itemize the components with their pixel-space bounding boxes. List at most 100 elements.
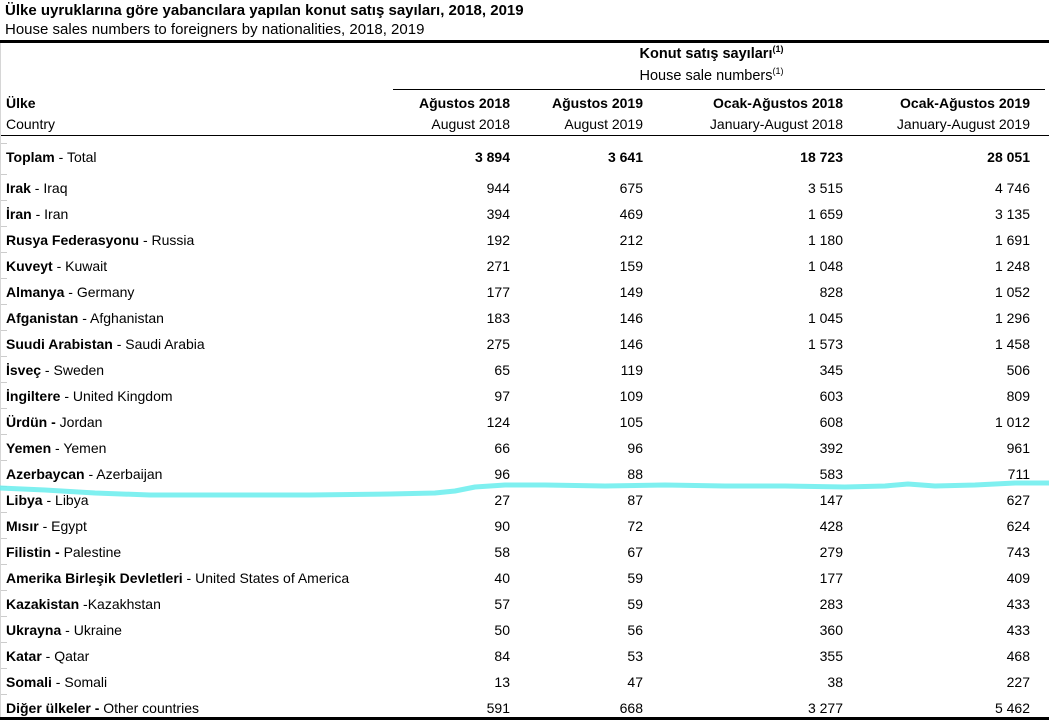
- country-name-tr: Rusya Federasyonu: [6, 232, 140, 248]
- group-header-en-text: House sale numbers: [639, 68, 773, 84]
- value-cell-jan-aug-2018: 177: [819, 570, 843, 586]
- table-row: Ürdün - Jordan 124 105 608 1 012: [0, 408, 1049, 435]
- country-name-en: Afghanistan: [90, 310, 164, 326]
- value-cell-jan-aug-2018: 283: [819, 596, 843, 612]
- country-name-tr: Yemen: [6, 440, 52, 456]
- value-cell-jan-aug-2019: 433: [1006, 622, 1030, 638]
- country-cell: İngiltere - United Kingdom: [0, 383, 393, 409]
- footnote-marker: (1): [772, 44, 784, 55]
- country-name-tr: Irak: [6, 180, 31, 196]
- value-cell-aug-2018: 84: [494, 648, 510, 664]
- column-header-tr: Ağustos 2018: [418, 95, 510, 111]
- value-cell-jan-aug-2019: 506: [1006, 362, 1030, 378]
- separator: -: [41, 362, 54, 378]
- table-row: Irak - Iraq 944 675 3 515 4 746: [0, 174, 1049, 201]
- value-cell-aug-2019: 67: [627, 544, 643, 560]
- country-name-en: Somali: [64, 674, 108, 690]
- country-cell: Rusya Federasyonu - Russia: [0, 227, 393, 253]
- country-name-tr: Kazakistan: [6, 596, 80, 612]
- value-cell-aug-2019: 88: [627, 466, 643, 482]
- country-cell: Mısır - Egypt: [0, 513, 393, 539]
- column-header-tr: Ağustos 2019: [551, 95, 643, 111]
- country-name-tr: Mısır: [6, 518, 39, 534]
- value-cell-aug-2018: 394: [486, 206, 510, 222]
- value-cell-jan-aug-2019: 1 296: [994, 310, 1030, 326]
- country-cell: Amerika Birleşik Devletleri - United Sta…: [0, 565, 393, 591]
- column-header-tr: Ocak-Ağustos 2018: [713, 95, 843, 111]
- table-row: İngiltere - United Kingdom 97 109 603 80…: [0, 382, 1049, 409]
- country-name-tr: Ürdün -: [6, 414, 56, 430]
- separator: -: [60, 388, 73, 404]
- country-cell: Filistin - Palestine: [0, 539, 393, 565]
- value-cell-jan-aug-2018: 355: [819, 648, 843, 664]
- value-cell-aug-2018: 124: [486, 414, 510, 430]
- separator: -: [31, 206, 45, 222]
- country-cell: Katar - Qatar: [0, 643, 393, 669]
- country-header-tr: Ülke: [6, 95, 36, 111]
- country-name-en: Azerbaijan: [96, 466, 163, 482]
- value-cell-aug-2019: 59: [627, 596, 643, 612]
- country-name-tr: Azerbaycan: [6, 466, 85, 482]
- country-name-tr: Katar: [6, 648, 42, 664]
- value-cell-aug-2018: 97: [494, 388, 510, 404]
- column-header-country: Ülke Country: [0, 93, 393, 135]
- table-row: Rusya Federasyonu - Russia 192 212 1 180…: [0, 226, 1049, 253]
- value-cell-aug-2018: 177: [486, 284, 510, 300]
- country-cell: Libya - Libya: [0, 487, 393, 513]
- value-cell-jan-aug-2018: 583: [819, 466, 843, 482]
- value-cell-jan-aug-2019: 809: [1006, 388, 1030, 404]
- table-row: Somali - Somali 13 47 38 227: [0, 668, 1049, 695]
- separator: -: [112, 336, 126, 352]
- value-cell-aug-2018: 192: [486, 232, 510, 248]
- report-title-tr: Ülke uyruklarına göre yabancılara yapıla…: [5, 2, 524, 19]
- value-cell-jan-aug-2019: 28 051: [987, 149, 1030, 165]
- column-header-en: August 2018: [431, 116, 510, 132]
- value-cell-aug-2019: 146: [619, 310, 643, 326]
- column-header-jan-aug-2019: Ocak-Ağustos 2019 January-August 2019: [843, 93, 1030, 135]
- value-cell-jan-aug-2019: 1 052: [994, 284, 1030, 300]
- value-cell-jan-aug-2018: 608: [819, 414, 843, 430]
- table-row: Filistin - Palestine 58 67 279 743: [0, 538, 1049, 565]
- country-name-tr: Afganistan: [6, 310, 79, 326]
- country-name-tr: Libya: [6, 492, 43, 508]
- value-cell-aug-2019: 56: [627, 622, 643, 638]
- value-cell-aug-2019: 119: [620, 362, 643, 378]
- separator: -: [30, 180, 44, 196]
- left-hairline: [0, 43, 1, 717]
- column-header-en: January-August 2018: [709, 116, 843, 132]
- table-row: Katar - Qatar 84 53 355 468: [0, 642, 1049, 669]
- country-name-en: Egypt: [51, 518, 87, 534]
- country-cell: Kuveyt - Kuwait: [0, 253, 393, 279]
- report-title-en: House sales numbers to foreigners by nat…: [5, 21, 425, 38]
- value-cell-aug-2018: 96: [494, 466, 510, 482]
- value-cell-aug-2019: 96: [627, 440, 643, 456]
- value-cell-aug-2018: 66: [494, 440, 510, 456]
- value-cell-aug-2019: 87: [627, 492, 643, 508]
- table-row: İsveç - Sweden 65 119 345 506: [0, 356, 1049, 383]
- value-cell-jan-aug-2019: 1 458: [994, 336, 1030, 352]
- country-cell: İran - Iran: [0, 201, 393, 227]
- footnote-marker: (1): [772, 66, 784, 77]
- value-cell-aug-2019: 159: [619, 258, 643, 274]
- separator: -: [41, 648, 55, 664]
- country-name-en: United States of America: [195, 570, 350, 586]
- value-cell-aug-2019: 149: [619, 284, 643, 300]
- value-cell-jan-aug-2019: 409: [1006, 570, 1030, 586]
- value-cell-jan-aug-2019: 4 746: [994, 180, 1030, 196]
- country-name-en: Yemen: [63, 440, 107, 456]
- group-header-tr: Konut satış sayıları(1): [393, 44, 1030, 62]
- value-cell-aug-2018: 13: [494, 674, 510, 690]
- table-row: Diğer ülkeler - Other countries 591 668 …: [0, 694, 1049, 721]
- value-cell-aug-2018: 40: [494, 570, 510, 586]
- value-cell-jan-aug-2019: 961: [1006, 440, 1030, 456]
- value-cell-jan-aug-2018: 1 180: [807, 232, 843, 248]
- table-row: Mısır - Egypt 90 72 428 624: [0, 512, 1049, 539]
- value-cell-jan-aug-2019: 5 462: [994, 700, 1030, 716]
- value-cell-jan-aug-2019: 227: [1006, 674, 1030, 690]
- value-cell-jan-aug-2019: 433: [1006, 596, 1030, 612]
- value-cell-aug-2019: 109: [619, 388, 643, 404]
- country-name-en: Iraq: [43, 180, 68, 196]
- country-cell: İsveç - Sweden: [0, 357, 393, 383]
- value-cell-aug-2018: 50: [494, 622, 510, 638]
- separator: -: [64, 284, 77, 300]
